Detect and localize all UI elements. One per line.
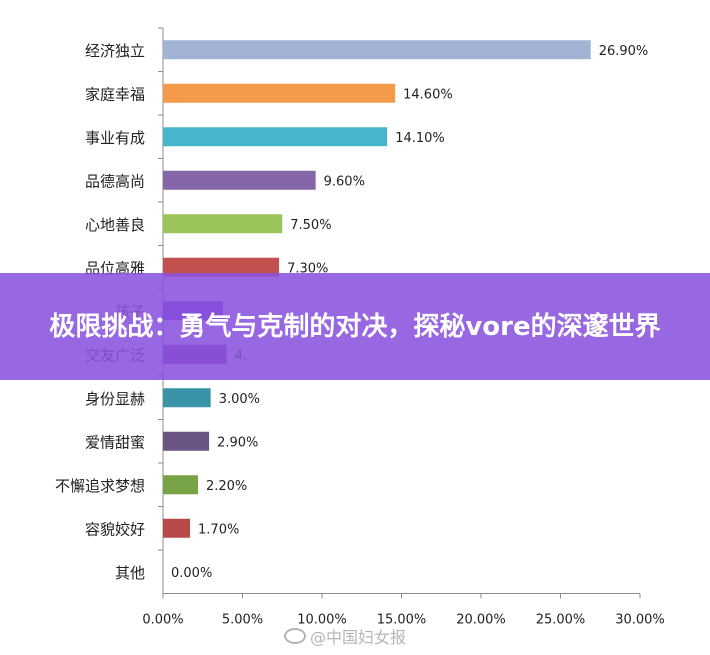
title-banner: 极限挑战：勇气与克制的对决，探秘vore的深邃世界 (0, 273, 710, 380)
bar (163, 257, 280, 277)
banner-title: 极限挑战：勇气与克制的对决，探秘vore的深邃世界 (49, 311, 661, 342)
category-label: 心地善良 (85, 216, 145, 234)
data-label: 3.00% (219, 392, 260, 407)
category-label: 品德高尚 (85, 172, 145, 190)
bar (163, 127, 388, 147)
bar (163, 518, 191, 538)
bar (163, 388, 211, 408)
data-label: 2.20% (206, 479, 247, 494)
data-label: 26.90% (599, 44, 649, 59)
data-label: 7.30% (287, 261, 328, 276)
x-tick-label: 15.00% (377, 613, 427, 628)
bar (163, 475, 198, 495)
category-label: 不懈追求梦想 (55, 477, 145, 495)
x-tick-label: 5.00% (222, 613, 263, 628)
x-tick-label: 30.00% (615, 613, 665, 628)
x-tick-label: 0.00% (142, 613, 183, 628)
category-label: 容貌姣好 (85, 520, 145, 538)
bar (163, 40, 591, 60)
data-label: 7.50% (290, 218, 331, 233)
x-tick-label: 25.00% (536, 613, 586, 628)
category-label: 其他 (115, 564, 145, 582)
category-label: 经济独立 (85, 42, 145, 60)
watermark: @中国妇女报 (284, 624, 406, 648)
data-label: 2.90% (217, 435, 258, 450)
data-label: 0.00% (171, 566, 212, 581)
data-label: 9.60% (324, 174, 365, 189)
category-label: 身份显赫 (85, 390, 145, 408)
x-tick-label: 10.00% (297, 613, 347, 628)
bar (163, 83, 396, 103)
weibo-logo-icon (284, 628, 306, 644)
category-label: 家庭幸福 (85, 85, 145, 103)
bar (163, 170, 316, 190)
x-tick-label: 20.00% (456, 613, 506, 628)
category-label: 品位高雅 (85, 259, 145, 277)
bar (163, 431, 210, 451)
data-label: 1.70% (198, 522, 239, 537)
category-label: 爱情甜蜜 (85, 433, 145, 451)
watermark-text: @中国妇女报 (310, 628, 407, 647)
category-label: 事业有成 (85, 129, 145, 147)
bar (163, 214, 283, 234)
data-label: 14.10% (395, 131, 445, 146)
data-label: 14.60% (403, 87, 453, 102)
